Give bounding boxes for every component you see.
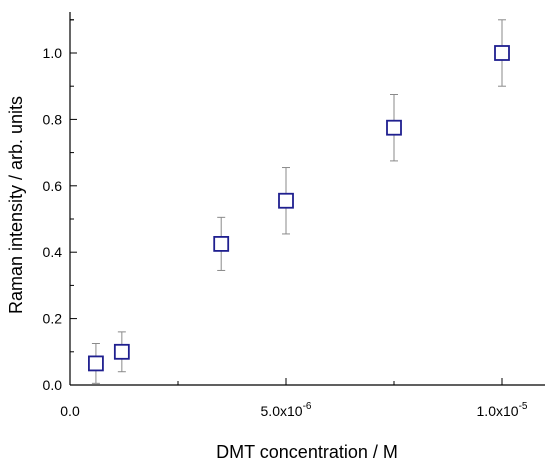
data-point — [386, 94, 402, 162]
x-tick-label: 1.0x10-5 — [477, 401, 528, 419]
y-axis-title: Raman intensity / arb. units — [6, 96, 26, 314]
square-marker — [494, 45, 510, 61]
x-tick-label: 0.0 — [60, 403, 80, 419]
x-tick-label: 5.0x10-6 — [261, 401, 312, 419]
data-point — [213, 216, 230, 271]
data-points — [88, 19, 510, 384]
data-point — [494, 19, 510, 87]
y-tick-label: 0.8 — [43, 111, 63, 127]
square-marker — [386, 119, 402, 136]
square-marker — [213, 235, 230, 252]
data-point — [113, 331, 130, 373]
axes — [69, 12, 545, 386]
y-tick-label: 1.0 — [43, 45, 63, 61]
x-axis-title: DMT concentration / M — [216, 442, 398, 462]
y-axis-ticks: 0.0 0.2 0.4 0.6 0.8 1.0 — [43, 19, 77, 393]
square-marker — [278, 192, 294, 209]
square-marker — [113, 343, 130, 360]
y-tick-label: 0.4 — [43, 244, 63, 260]
square-marker — [88, 355, 104, 372]
data-point — [88, 343, 104, 384]
y-tick-label: 0.6 — [43, 178, 63, 194]
y-tick-label: 0.0 — [43, 377, 63, 393]
y-tick-label: 0.2 — [43, 311, 63, 327]
x-axis-ticks: 0.0 5.0x10-6 1.0x10-5 — [60, 378, 528, 419]
data-point — [278, 167, 294, 235]
